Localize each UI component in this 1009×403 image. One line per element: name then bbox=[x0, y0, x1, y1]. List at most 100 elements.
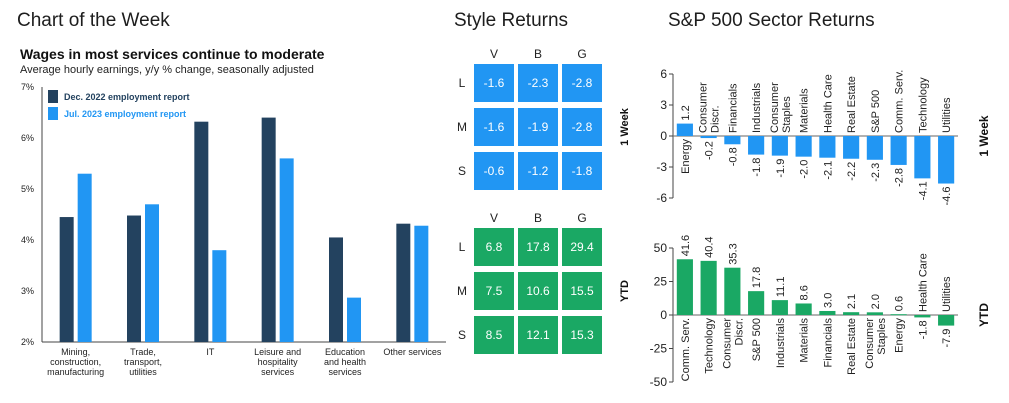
bar bbox=[261, 117, 276, 342]
sector-value-label: -0.2 bbox=[704, 141, 716, 160]
style-cell bbox=[562, 64, 602, 102]
bar bbox=[77, 173, 92, 342]
y-tick-label: -50 bbox=[650, 375, 668, 389]
style-cell-value: 8.5 bbox=[486, 328, 503, 342]
category-label: Leisure and bbox=[254, 347, 301, 357]
sector-category-label: Consumer bbox=[721, 318, 733, 369]
category-label: Mining, bbox=[61, 347, 90, 357]
category-label: utilities bbox=[129, 367, 157, 377]
style-cell bbox=[518, 64, 558, 102]
style-cell-value: 7.5 bbox=[486, 284, 503, 298]
sector-value-label: -1.9 bbox=[775, 159, 787, 178]
style-row-label: L bbox=[459, 76, 466, 90]
style-row-label: M bbox=[457, 120, 467, 134]
style-cell-value: 29.4 bbox=[570, 240, 594, 254]
sector-bar bbox=[700, 136, 717, 139]
sector-value-label: -2.8 bbox=[894, 168, 906, 187]
y-tick-label: 2% bbox=[21, 337, 34, 347]
style-side-label: 1 Week bbox=[619, 107, 631, 146]
style-cell-value: 17.8 bbox=[526, 240, 550, 254]
style-cell bbox=[474, 108, 514, 146]
sector-category-label: S&P 500 bbox=[751, 318, 763, 361]
y-tick-label: 0 bbox=[660, 129, 667, 143]
sector-bar bbox=[724, 267, 741, 315]
style-returns-header: Style Returns bbox=[454, 10, 569, 31]
sector-bar bbox=[914, 136, 931, 179]
sector-bar bbox=[795, 303, 812, 315]
sector-bar bbox=[724, 136, 741, 145]
style-cell-value: 15.3 bbox=[570, 328, 594, 342]
y-tick-label: 6% bbox=[21, 133, 34, 143]
style-col-label: V bbox=[490, 211, 498, 225]
style-cell bbox=[474, 316, 514, 354]
sector-category-label: S&P 500 bbox=[870, 90, 882, 133]
sector-bar bbox=[676, 123, 693, 136]
style-cell-value: 12.1 bbox=[526, 328, 550, 342]
sector-category-label: Technology bbox=[704, 318, 716, 374]
sector-category-label: Comm. Serv. bbox=[894, 70, 906, 133]
sector-category-label: Consumer bbox=[864, 318, 876, 369]
sector-value-label: 0.6 bbox=[894, 296, 906, 311]
style-cell bbox=[562, 228, 602, 266]
style-cell bbox=[518, 228, 558, 266]
sector-category-label: Financials bbox=[822, 318, 834, 368]
sector-category-label: Industrials bbox=[775, 318, 787, 369]
sector-side-label: 1 Week bbox=[977, 115, 991, 156]
style-cell-value: -1.6 bbox=[484, 120, 505, 134]
legend-label: Dec. 2022 employment report bbox=[64, 92, 190, 102]
sector-value-label: 3.0 bbox=[822, 293, 834, 308]
sector-category-label: Industrials bbox=[751, 82, 763, 133]
style-col-label: B bbox=[534, 47, 542, 61]
category-label: services bbox=[328, 367, 362, 377]
sector-category-label: Materials bbox=[799, 318, 811, 363]
sector-category-label: Utilities bbox=[941, 97, 953, 133]
bar bbox=[127, 215, 141, 342]
style-cell-value: -2.8 bbox=[572, 120, 593, 134]
sector-bar bbox=[819, 310, 836, 315]
category-label: hospitality bbox=[258, 357, 299, 367]
style-cell-value: -1.9 bbox=[528, 120, 549, 134]
wages-chart: 2% 3% 4% 5% 6% 7% Mining,construction,manufact… bbox=[21, 82, 446, 377]
style-cell bbox=[562, 272, 602, 310]
sector-value-label: -2.0 bbox=[799, 160, 811, 179]
style-row-label: S bbox=[458, 164, 466, 178]
y-tick-label: -3 bbox=[656, 160, 667, 174]
style-cell-value: -1.2 bbox=[528, 164, 549, 178]
style-col-label: G bbox=[577, 211, 586, 225]
sector-returns-header: S&P 500 Sector Returns bbox=[668, 10, 875, 31]
style-cell-value: -1.8 bbox=[572, 164, 593, 178]
sector-value-label: -2.1 bbox=[822, 161, 834, 180]
style-row-label: M bbox=[457, 284, 467, 298]
style-cell-value: 6.8 bbox=[486, 240, 503, 254]
sector-value-label: -4.1 bbox=[917, 181, 929, 200]
bar bbox=[59, 217, 74, 342]
style-cell bbox=[518, 152, 558, 190]
category-label: manufacturing bbox=[47, 367, 104, 377]
y-tick-label: 4% bbox=[21, 235, 34, 245]
bar bbox=[212, 250, 227, 342]
sector-ytd-chart: -50 -25 0 25 50 41.6 Comm. Serv. 40.4 Technology… bbox=[650, 235, 991, 389]
style-cell-value: 10.6 bbox=[526, 284, 550, 298]
bar bbox=[279, 158, 294, 342]
sector-category-label: Real Estate bbox=[846, 76, 858, 133]
sector-value-label: 35.3 bbox=[727, 243, 739, 264]
sector-side-label: YTD bbox=[977, 303, 991, 327]
sector-bar bbox=[914, 315, 931, 318]
category-label: construction, bbox=[50, 357, 101, 367]
style-cell-value: -1.6 bbox=[484, 76, 505, 90]
bar bbox=[145, 204, 159, 342]
legend-swatch bbox=[48, 90, 58, 103]
sector-value-label: 2.0 bbox=[870, 294, 882, 309]
sector-bar bbox=[700, 260, 717, 315]
style-col-label: G bbox=[577, 47, 586, 61]
sector-value-label: -4.6 bbox=[941, 187, 953, 206]
sector-category-label: Staples bbox=[876, 318, 888, 355]
sector-category-label: Staples bbox=[781, 96, 793, 133]
sector-value-label: -2.3 bbox=[870, 163, 882, 182]
sector-bar bbox=[890, 136, 907, 165]
category-label: Trade, bbox=[130, 347, 156, 357]
style-cell bbox=[562, 316, 602, 354]
style-side-label: YTD bbox=[619, 280, 631, 302]
sector-bar bbox=[866, 136, 883, 160]
